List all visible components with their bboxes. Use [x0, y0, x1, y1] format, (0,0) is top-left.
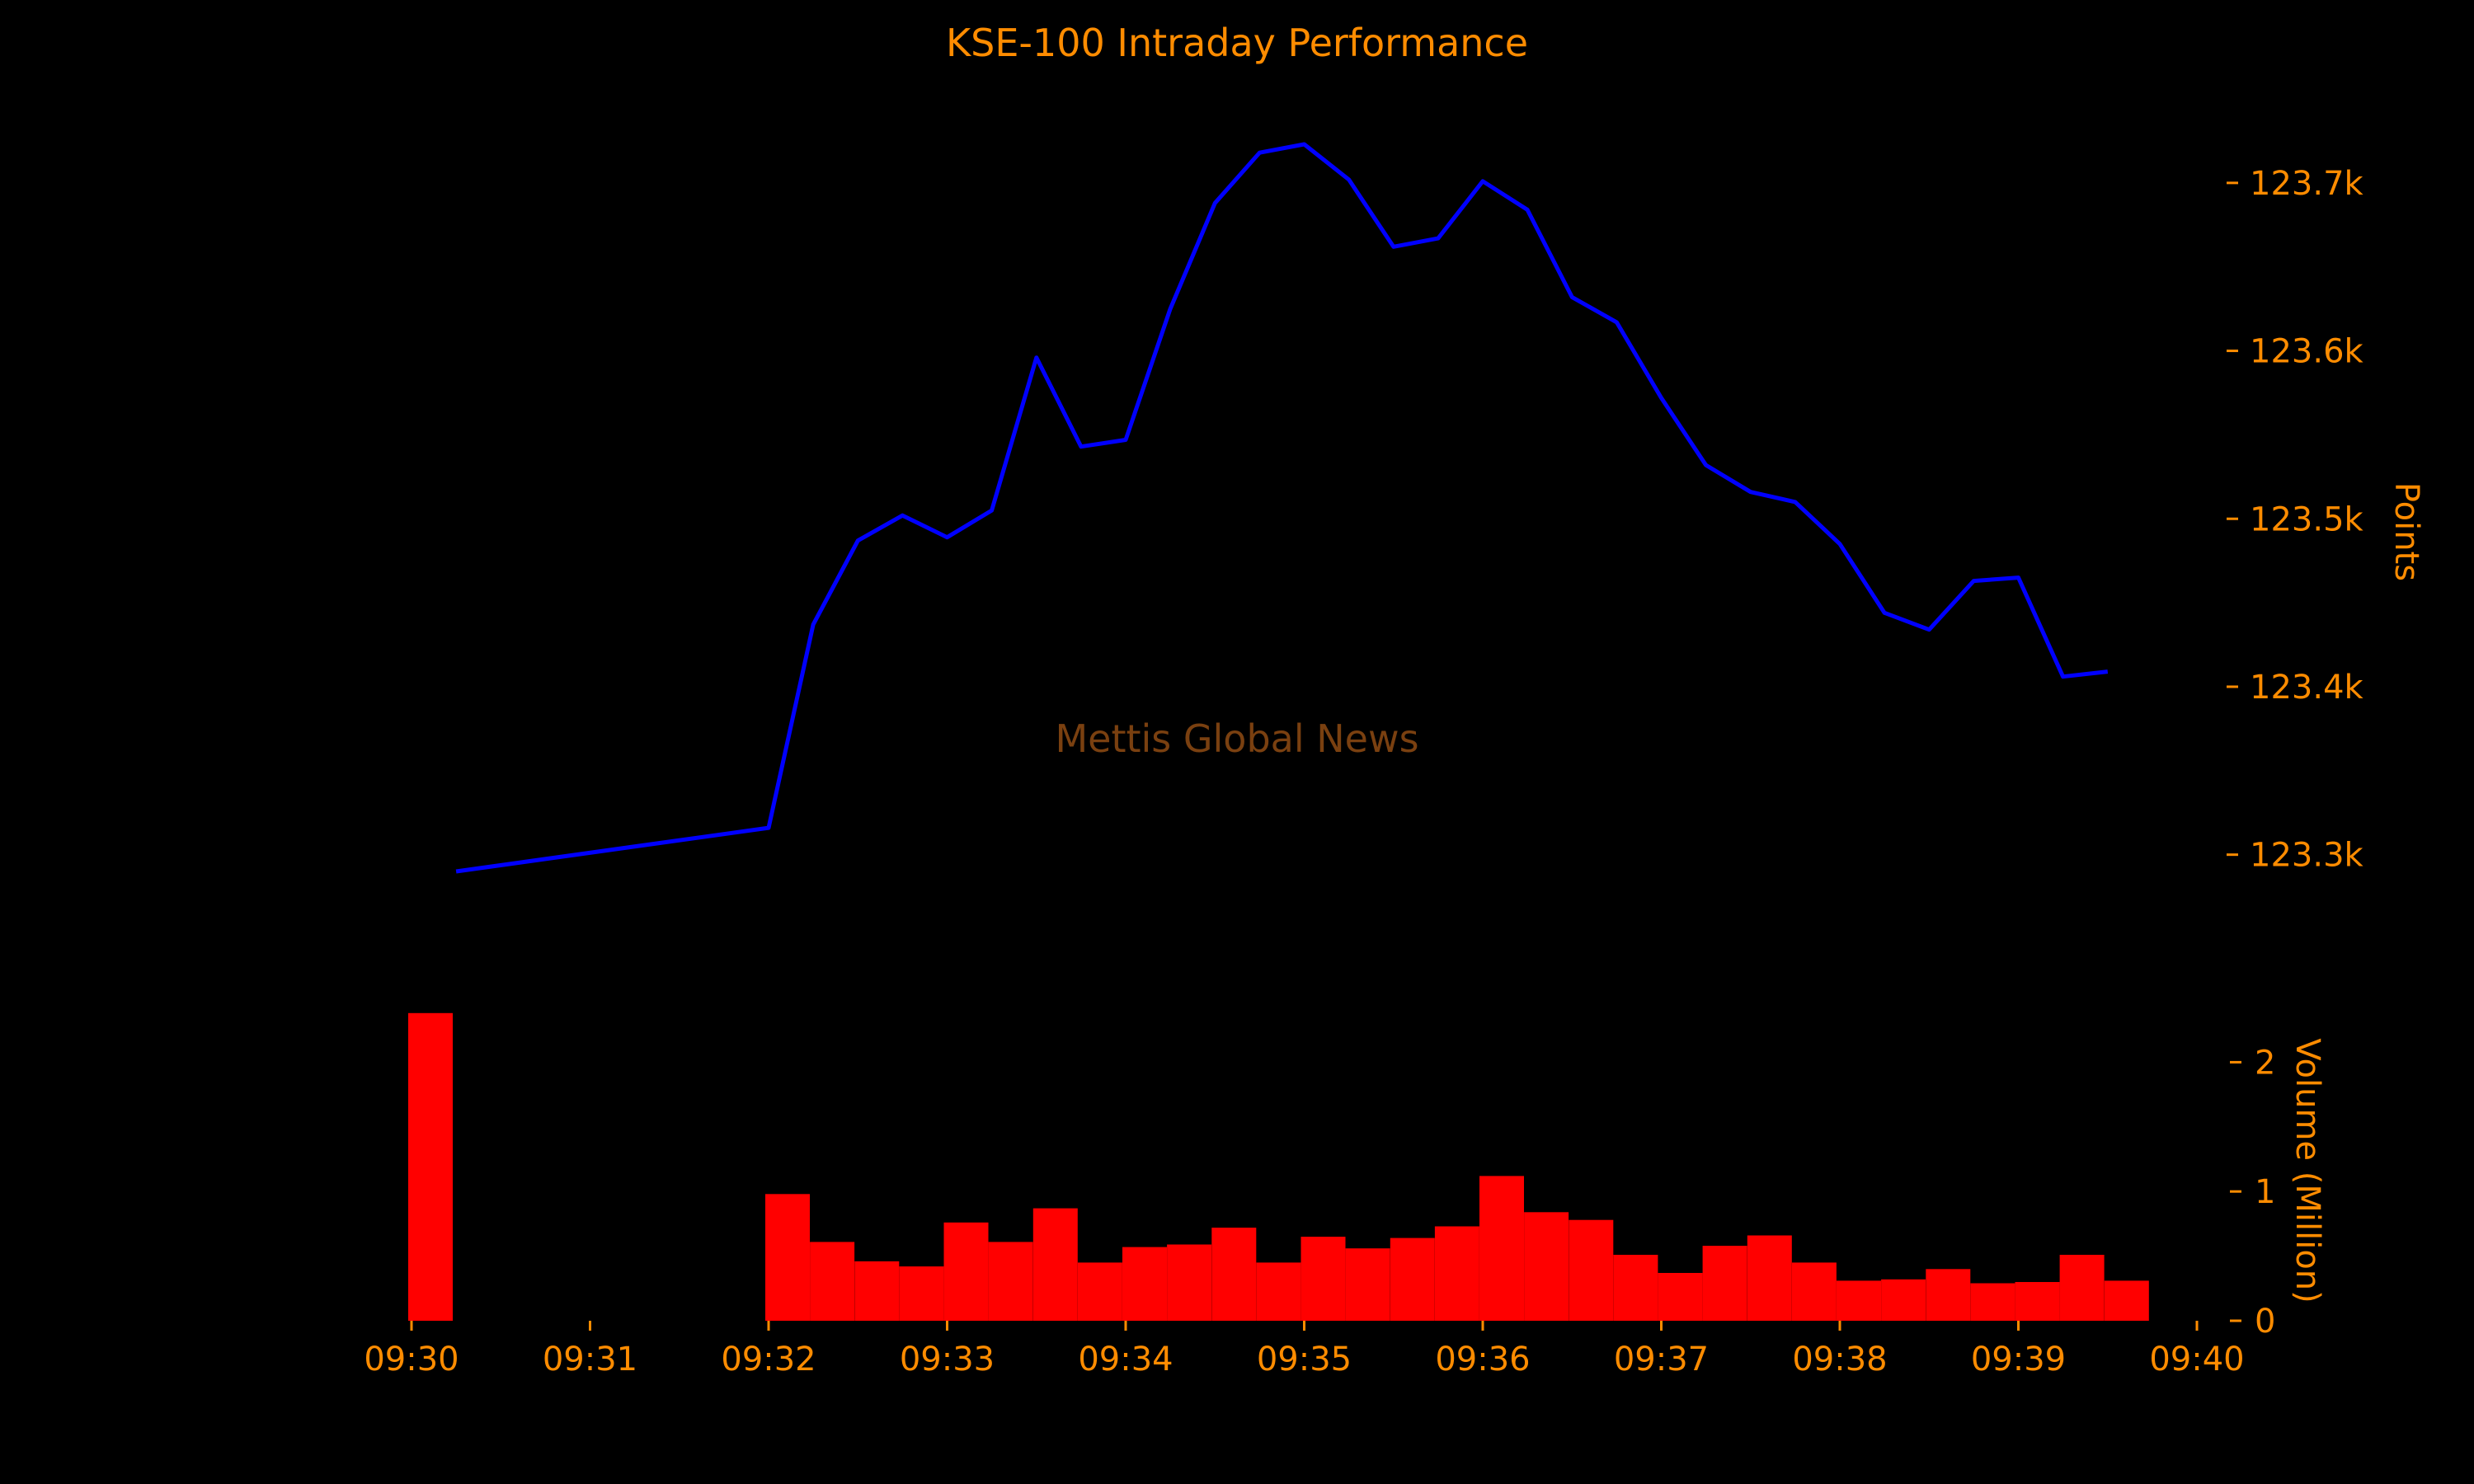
volume-bar: [408, 1012, 453, 1321]
price-tick-label: 123.7k: [2250, 165, 2364, 203]
price-axis-label: Points: [2387, 482, 2425, 581]
volume-bar: [1479, 1176, 1524, 1321]
price-tick-label: 123.6k: [2250, 333, 2364, 371]
volume-tick-label: 1: [2255, 1173, 2275, 1211]
x-tick-label: 09:37: [1614, 1341, 1709, 1378]
volume-bar: [1256, 1262, 1301, 1321]
volume-bar: [2059, 1255, 2105, 1321]
x-tick-label: 09:36: [1435, 1341, 1530, 1378]
x-tick-label: 09:38: [1792, 1341, 1887, 1378]
volume-bar: [1658, 1273, 1703, 1321]
volume-tick-label: 2: [2255, 1044, 2275, 1082]
volume-bar: [1077, 1262, 1122, 1321]
x-tick-label: 09:35: [1257, 1341, 1352, 1378]
volume-tick-label: 0: [2255, 1303, 2275, 1341]
volume-bar: [1434, 1226, 1479, 1321]
volume-bar: [1791, 1262, 1837, 1321]
volume-bars: [408, 1012, 2149, 1321]
volume-bar: [943, 1222, 989, 1321]
volume-bar: [1837, 1280, 1881, 1321]
x-tick-label: 09:34: [1078, 1341, 1173, 1378]
volume-bar: [854, 1261, 900, 1321]
volume-bar: [1926, 1269, 1971, 1321]
x-tick-label: 09:31: [543, 1341, 637, 1378]
x-tick-label: 09:32: [721, 1341, 816, 1378]
x-tick-label: 09:40: [2149, 1341, 2244, 1378]
volume-bar: [1211, 1228, 1257, 1321]
volume-bar: [1702, 1246, 1747, 1321]
volume-bar: [1032, 1208, 1078, 1321]
volume-bar: [899, 1266, 944, 1321]
price-tick-label: 123.3k: [2250, 837, 2364, 875]
volume-bar: [1881, 1279, 1926, 1321]
x-tick-label: 09:30: [364, 1341, 459, 1378]
volume-bar: [1747, 1235, 1792, 1321]
price-axis: 123.3k 123.4k 123.5k 123.6k 123.7k: [2227, 165, 2364, 875]
volume-bar: [1970, 1283, 2015, 1321]
price-line-group: [455, 142, 2109, 874]
x-tick-label: 09:33: [900, 1341, 995, 1378]
volume-bar: [1345, 1248, 1390, 1321]
volume-bar: [765, 1194, 810, 1321]
volume-bar: [2015, 1282, 2060, 1321]
price-line: [455, 142, 2109, 874]
volume-axis: 0 1 2: [2230, 1044, 2275, 1341]
volume-bar: [1613, 1255, 1658, 1321]
x-axis: 09:30 09:31 09:32 09:33 09:34 09:35 09:36 09:37…: [364, 1321, 2245, 1378]
price-tick-label: 123.5k: [2250, 500, 2364, 538]
volume-bar: [1300, 1237, 1346, 1321]
volume-bar: [1390, 1237, 1435, 1321]
x-tick-label: 09:39: [1971, 1341, 2066, 1378]
volume-bar: [810, 1242, 855, 1321]
volume-axis-label: Volume (Million): [2288, 1038, 2326, 1303]
price-tick-label: 123.4k: [2250, 669, 2364, 707]
volume-bar: [1569, 1219, 1614, 1321]
volume-bar: [1167, 1244, 1212, 1321]
volume-bar: [1122, 1247, 1167, 1321]
volume-bar: [988, 1242, 1033, 1321]
watermark-text: Mettis Global News: [1055, 716, 1418, 761]
chart-title: KSE-100 Intraday Performance: [946, 21, 1528, 65]
volume-bar: [1524, 1212, 1569, 1321]
volume-bar: [2104, 1280, 2149, 1321]
